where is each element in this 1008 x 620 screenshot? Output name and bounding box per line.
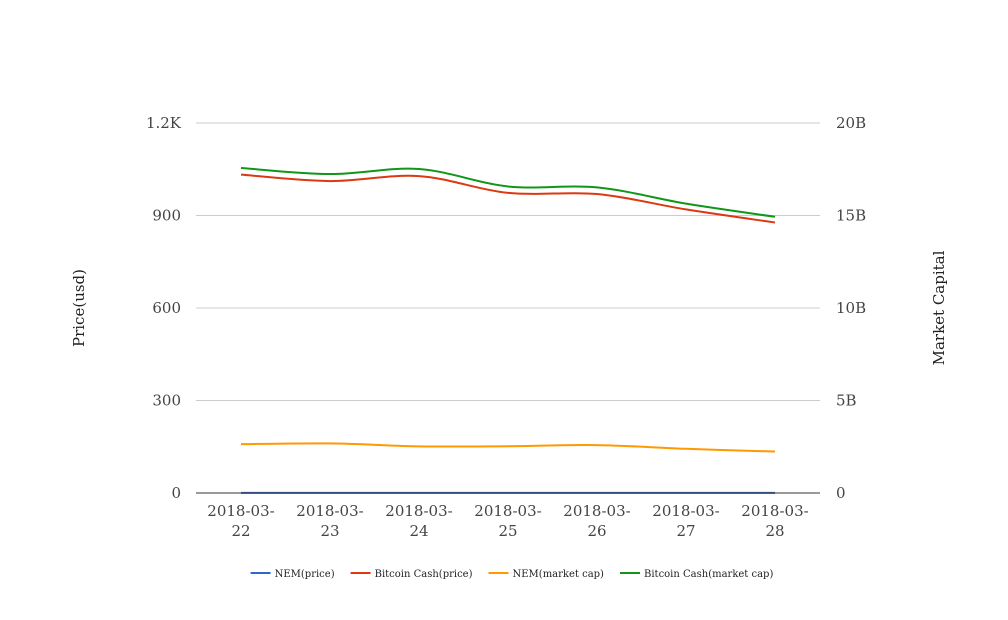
legend-label: NEM(market cap) xyxy=(513,569,605,580)
x-tick-label: 2018-03-26 xyxy=(563,502,630,540)
left-tick-label: 600 xyxy=(152,299,181,317)
x-axis-ticks: 2018-03-22 2018-03-23 2018-03-24 2018-03-25… xyxy=(207,502,808,540)
series-line-bitcoin-cash-market-cap xyxy=(240,166,776,218)
left-tick-label: 300 xyxy=(152,392,181,410)
legend-item[interactable]: Bitcoin Cash(price) xyxy=(350,569,473,580)
legend-item[interactable]: Bitcoin Cash(market cap) xyxy=(620,569,773,580)
left-tick-label: 900 xyxy=(152,207,181,225)
left-tick-label: 0 xyxy=(171,484,181,502)
x-tick-label: 2018-03-27 xyxy=(652,502,719,540)
x-tick-label: 2018-03-23 xyxy=(296,502,363,540)
series-line-bitcoin-cash-price xyxy=(240,173,776,224)
right-tick-label: 10B xyxy=(836,299,866,317)
x-tick-label: 2018-03-22 xyxy=(207,502,274,540)
series-line-nem-market-cap xyxy=(240,442,776,453)
x-tick-label: 2018-03-24 xyxy=(385,502,452,540)
right-tick-label: 15B xyxy=(836,207,866,225)
right-y-axis-title: Market Capital xyxy=(930,250,948,365)
x-tick-label: 2018-03-25 xyxy=(474,502,541,540)
left-tick-label: 1.2K xyxy=(146,114,182,132)
legend-label: NEM(price) xyxy=(275,569,335,580)
x-tick-label: 2018-03-28 xyxy=(741,502,808,540)
legend-label: Bitcoin Cash(market cap) xyxy=(644,569,773,580)
left-y-axis-title: Price(usd) xyxy=(70,269,88,347)
legend-item[interactable]: NEM(market cap) xyxy=(488,569,605,580)
legend-label: Bitcoin Cash(price) xyxy=(375,569,473,580)
right-tick-label: 20B xyxy=(836,114,866,132)
left-y-axis-ticks: 0 300 600 900 1.2K xyxy=(146,114,182,502)
gridlines xyxy=(196,122,820,401)
series-lines xyxy=(240,166,776,494)
legend-item[interactable]: NEM(price) xyxy=(250,569,335,580)
legend: NEM(price) Bitcoin Cash(price) NEM(market … xyxy=(250,569,773,580)
right-y-axis-ticks: 0 5B 10B 15B 20B xyxy=(836,114,866,502)
right-tick-label: 5B xyxy=(836,392,857,410)
right-tick-label: 0 xyxy=(836,484,846,502)
